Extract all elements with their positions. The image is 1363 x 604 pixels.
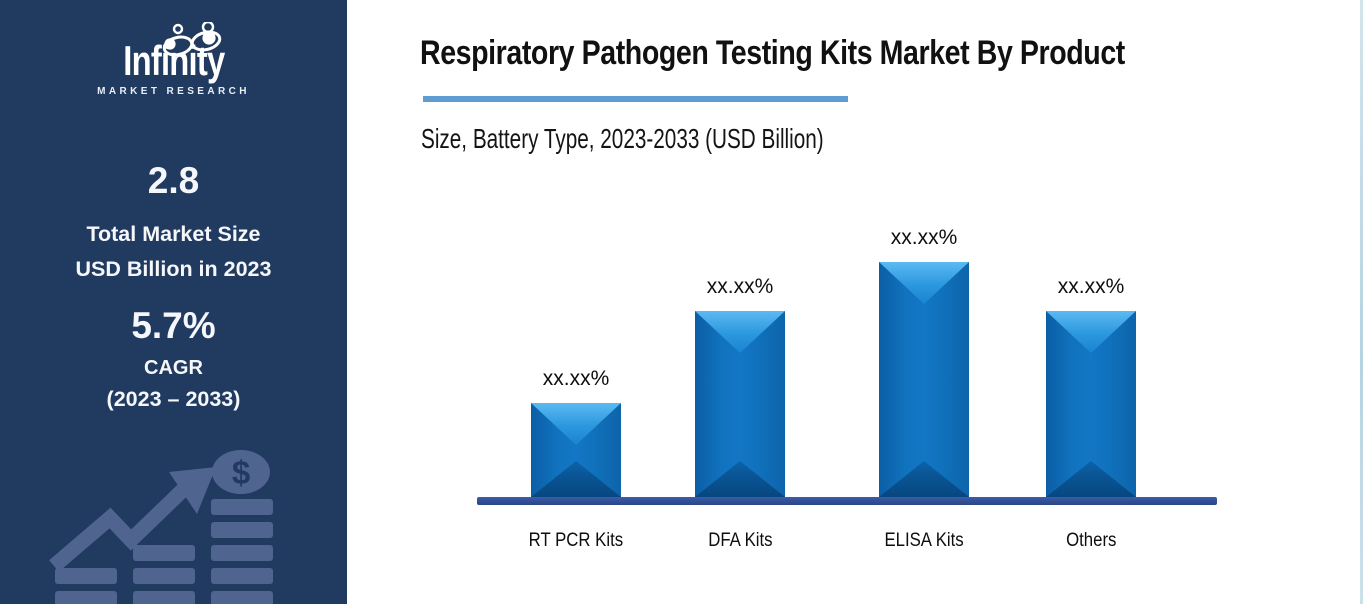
title-underline-rule bbox=[423, 96, 848, 102]
bar-chart: xx.xx% RT PCR Kits xx.xx% DFA Kits xx.xx% ELI… bbox=[477, 226, 1217, 569]
growth-arrow-coins-icon: $ bbox=[49, 450, 273, 604]
category-label-elisa-kits: ELISA Kits bbox=[884, 529, 964, 551]
bar-dfa-kits bbox=[695, 311, 785, 497]
x-axis-line bbox=[477, 497, 1217, 505]
bar-others bbox=[1046, 311, 1136, 497]
data-label-dfa-kits: xx.xx% bbox=[706, 275, 774, 298]
right-edge-accent bbox=[1360, 0, 1363, 604]
page-subtitle: Size, Battery Type, 2023-2033 (USD Billi… bbox=[421, 123, 824, 154]
brand-name: Infinity bbox=[122, 37, 225, 84]
cagr-period: (2023 – 2033) bbox=[106, 387, 241, 411]
logo: Infinity MARKET RESEARCH bbox=[0, 22, 347, 97]
category-label-rt-pcr-kits: RT PCR Kits bbox=[528, 529, 624, 551]
cagr-label: CAGR bbox=[144, 357, 203, 379]
data-label-rt-pcr-kits: xx.xx% bbox=[542, 367, 610, 390]
sidebar: Infinity MARKET RESEARCH 2.8 Total Marke… bbox=[0, 0, 348, 604]
total-market-size-label: Total Market Size USD Billion in 2023 bbox=[75, 222, 272, 281]
page-title: Respiratory Pathogen Testing Kits Market… bbox=[420, 34, 1125, 72]
svg-text:$: $ bbox=[232, 454, 250, 491]
bar-elisa-kits bbox=[879, 262, 969, 497]
data-label-elisa-kits: xx.xx% bbox=[890, 226, 958, 249]
report-main-panel: Respiratory Pathogen Testing Kits Market… bbox=[347, 0, 1363, 604]
cagr-value: 5.7% bbox=[131, 305, 216, 346]
bar-rt-pcr-kits bbox=[531, 403, 621, 497]
total-market-size-value: 2.8 bbox=[147, 160, 200, 201]
category-label-dfa-kits: DFA Kits bbox=[707, 529, 773, 551]
infinity-logo-icon bbox=[162, 22, 222, 57]
category-label-others: Others bbox=[1065, 529, 1117, 551]
brand-tagline: MARKET RESEARCH bbox=[97, 86, 250, 97]
data-label-others: xx.xx% bbox=[1057, 275, 1125, 298]
